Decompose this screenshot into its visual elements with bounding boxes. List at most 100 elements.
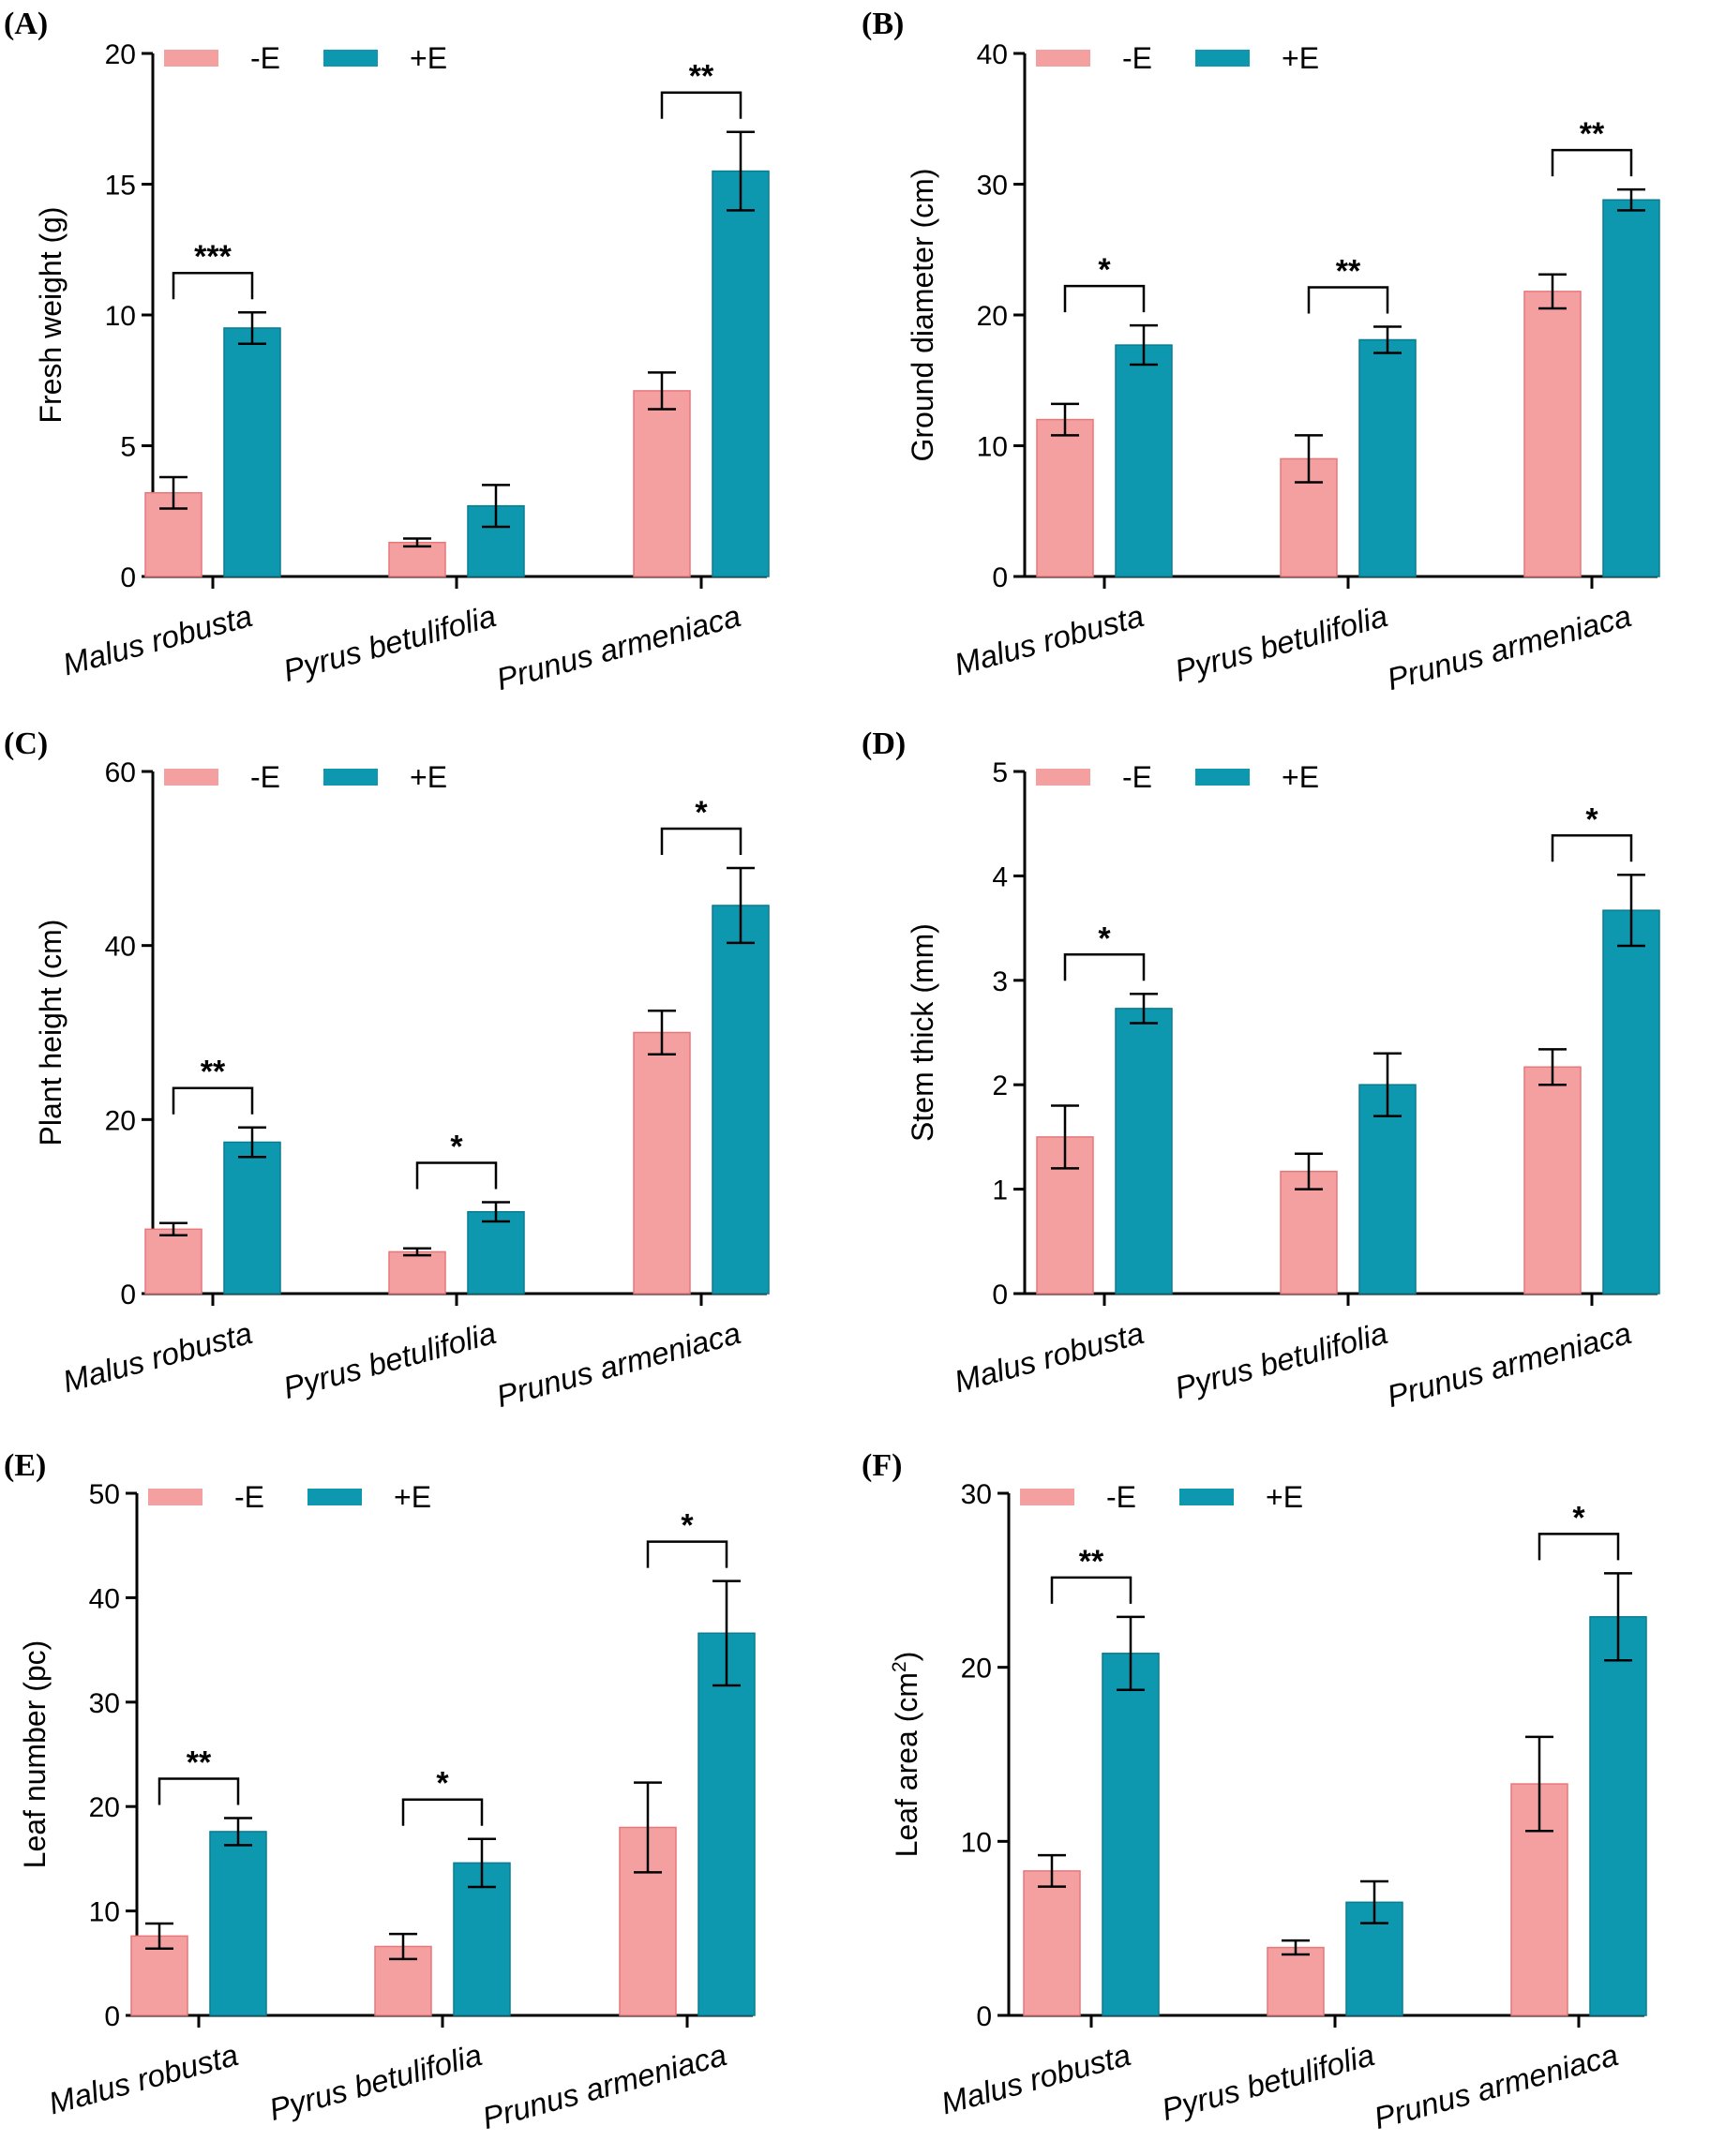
y-tick-label: 10 xyxy=(977,432,1008,463)
significance-bracket xyxy=(660,827,742,856)
y-tick-label: 0 xyxy=(104,2001,120,2032)
bar-plus-e xyxy=(223,327,281,577)
y-tick-label: 20 xyxy=(89,1792,120,1823)
y-tick-label: 20 xyxy=(105,39,136,70)
y-axis-title: Leaf area (cm2) xyxy=(889,1652,923,1858)
significance-label: * xyxy=(681,1508,694,1544)
bar-minus-e xyxy=(1523,291,1582,577)
legend-swatch xyxy=(164,50,218,67)
panel-label: (C) xyxy=(4,726,48,761)
bar-minus-e xyxy=(1280,1170,1338,1295)
y-axis-title: Plant height (cm) xyxy=(34,920,68,1146)
y-tick-label: 20 xyxy=(961,1654,992,1684)
bar-minus-e xyxy=(633,1031,691,1295)
y-tick-label: 4 xyxy=(992,861,1008,892)
bar-minus-e xyxy=(1523,1066,1582,1295)
significance-bracket xyxy=(646,1540,728,1568)
y-axis-title-text: Leaf number (pc) xyxy=(18,1640,52,1869)
bar-plus-e xyxy=(1602,199,1660,577)
x-category-label: Pyrus betulifolia xyxy=(1158,2037,1378,2127)
chart-panel-a: (A) 0 5 10 15 20 Fresh weight (g) Malus robusta… xyxy=(4,7,770,696)
x-category-label: Malus robusta xyxy=(45,2037,242,2120)
significance-label: ** xyxy=(689,59,714,95)
significance-bracket xyxy=(415,1161,498,1190)
chart-panel-e: (E) 0 10 20 30 40 50 Leaf number (pc) Malus robu… xyxy=(4,1448,756,2135)
y-tick-label: 10 xyxy=(89,1897,120,1928)
x-category-label: Malus robusta xyxy=(59,1315,256,1399)
significance-label: ** xyxy=(1580,116,1605,152)
y-tick-label: 40 xyxy=(89,1583,120,1614)
significance-label: * xyxy=(1098,252,1111,288)
significance-bracket xyxy=(1050,1576,1132,1604)
legend-label: -E xyxy=(1122,41,1152,75)
y-axis-title-text: Plant height (cm) xyxy=(34,920,68,1146)
significance-label: * xyxy=(436,1766,449,1802)
panel-label: (B) xyxy=(862,7,904,41)
legend-swatch xyxy=(323,50,378,67)
y-tick-label: 50 xyxy=(89,1479,120,1510)
legend-swatch xyxy=(1195,50,1250,67)
legend-label: -E xyxy=(250,41,280,75)
bar-minus-e xyxy=(1267,1946,1325,2016)
y-tick-label: 2 xyxy=(992,1071,1008,1101)
legend-label: +E xyxy=(410,760,447,794)
bar-minus-e xyxy=(633,390,691,577)
panel-label: (D) xyxy=(862,726,906,761)
bar-plus-e xyxy=(1358,338,1417,577)
significance-bracket xyxy=(660,91,742,119)
significance-label: ** xyxy=(187,1744,212,1780)
legend-label: -E xyxy=(1122,760,1152,794)
y-tick-label: 5 xyxy=(992,757,1008,788)
y-tick-label: 30 xyxy=(961,1479,992,1510)
x-category-label: Prunus armeniaca xyxy=(1384,598,1635,696)
legend-swatch xyxy=(308,1489,362,1505)
significance-bracket xyxy=(401,1798,484,1826)
legend-label: +E xyxy=(1266,1480,1303,1514)
y-axis-title-text: Leaf area (cm xyxy=(890,1672,923,1857)
legend-label: -E xyxy=(1106,1480,1136,1514)
significance-bracket xyxy=(158,1777,240,1805)
bar-plus-e xyxy=(698,1632,756,2016)
significance-label: ** xyxy=(201,1055,226,1090)
bar-plus-e xyxy=(1102,1653,1160,2016)
y-axis-title: Ground diameter (cm) xyxy=(906,169,939,462)
y-tick-label: 10 xyxy=(961,1827,992,1858)
legend-label: +E xyxy=(1282,760,1319,794)
y-tick-label: 0 xyxy=(992,562,1008,593)
significance-label: ** xyxy=(1336,254,1361,290)
x-category-label: Prunus armeniaca xyxy=(493,1315,744,1414)
x-category-label: Pyrus betulifolia xyxy=(1171,598,1391,688)
significance-bracket xyxy=(1551,834,1633,862)
y-axis-title-text: Ground diameter (cm) xyxy=(906,169,939,462)
x-category-label: Malus robusta xyxy=(938,2037,1134,2120)
y-tick-label: 3 xyxy=(992,966,1008,997)
x-category-label: Pyrus betulifolia xyxy=(279,1315,500,1405)
legend-label: -E xyxy=(234,1480,264,1514)
significance-label: *** xyxy=(194,239,232,275)
bar-minus-e xyxy=(1023,1870,1081,2016)
y-tick-label: 15 xyxy=(105,171,136,202)
bar-minus-e xyxy=(1036,418,1094,577)
legend-swatch xyxy=(1179,1489,1234,1505)
x-category-label: Pyrus betulifolia xyxy=(265,2037,486,2127)
y-tick-label: 40 xyxy=(105,932,136,963)
bar-minus-e xyxy=(388,541,446,577)
y-tick-label: 20 xyxy=(105,1105,136,1136)
significance-bracket xyxy=(172,271,254,300)
y-tick-label: 30 xyxy=(89,1688,120,1719)
x-category-label: Pyrus betulifolia xyxy=(1171,1315,1391,1405)
significance-label: * xyxy=(1098,921,1111,956)
significance-bracket xyxy=(1063,284,1146,313)
panel-label: (F) xyxy=(862,1448,902,1483)
legend-swatch xyxy=(1036,50,1090,67)
y-axis-title-end: ) xyxy=(890,1652,923,1662)
y-tick-label: 60 xyxy=(105,757,136,788)
chart-panel-f: (F) 0 10 20 30 Leaf area (cm2) Malus robusta Py… xyxy=(862,1448,1647,2135)
y-tick-label: 0 xyxy=(120,1280,136,1310)
legend-swatch xyxy=(164,769,218,786)
y-tick-label: 30 xyxy=(977,171,1008,202)
legend-label: +E xyxy=(394,1480,431,1514)
significance-label: * xyxy=(450,1130,463,1165)
y-axis-title: Stem thick (mm) xyxy=(906,923,939,1142)
